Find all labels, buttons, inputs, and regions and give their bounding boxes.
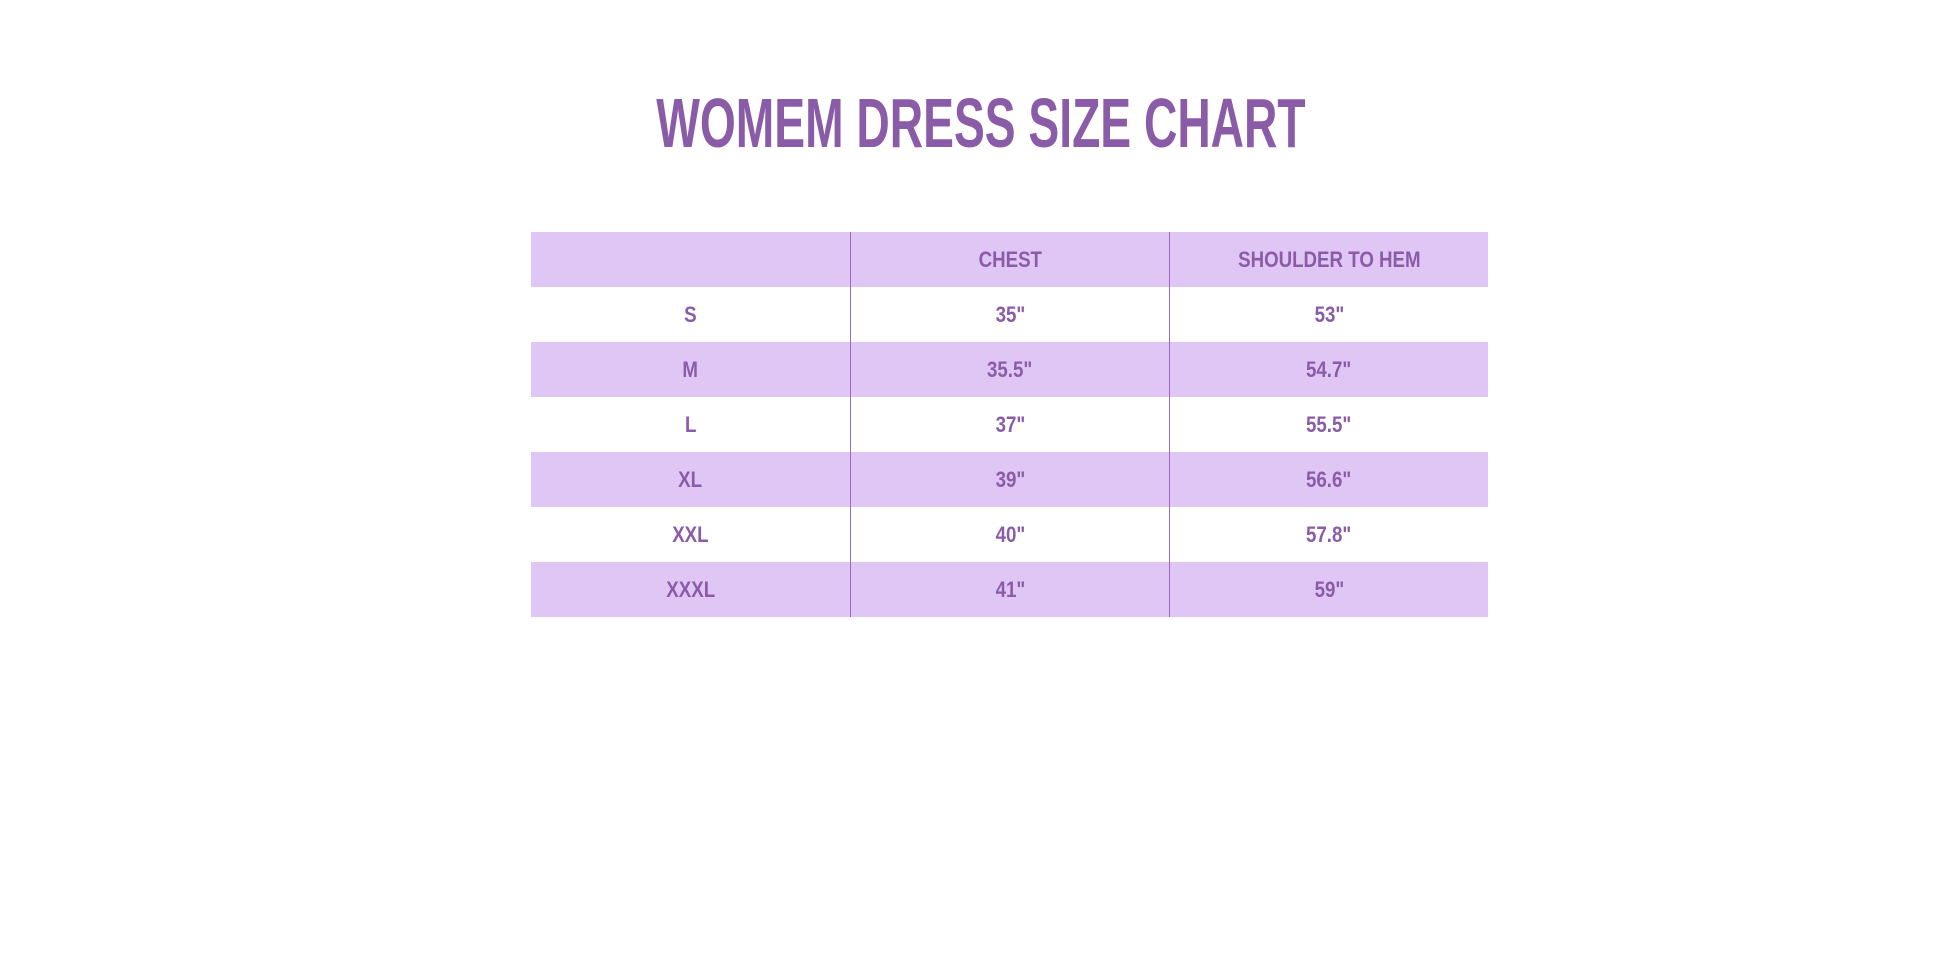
size-cell: L: [684, 411, 697, 437]
size-cell: XL: [678, 466, 703, 492]
title-text: WOMEM DRESS SIZE CHART: [656, 84, 1306, 162]
chest-cell: 37": [850, 397, 1169, 452]
table-row: XXXL 41" 59": [531, 562, 1488, 617]
shoulder-to-hem-cell: 57.8": [1169, 507, 1488, 562]
table-row: XXL 40" 57.8": [531, 507, 1488, 562]
size-chart-table: CHEST SHOULDER TO HEM S 35" 53" M 35.5" 54.7"…: [531, 232, 1488, 617]
header-cell-shoulder-to-hem: SHOULDER TO HEM: [1169, 232, 1488, 287]
header-cell-size: [531, 232, 850, 287]
page-title: WOMEM DRESS SIZE CHART: [0, 88, 1946, 158]
table-row: M 35.5" 54.7": [531, 342, 1488, 397]
table-row: L 37" 55.5": [531, 397, 1488, 452]
table-row: XL 39" 56.6": [531, 452, 1488, 507]
table-header-row: CHEST SHOULDER TO HEM: [531, 232, 1488, 287]
chest-cell: 35.5": [850, 342, 1169, 397]
shoulder-to-hem-cell: 53": [1169, 287, 1488, 342]
size-cell: M: [682, 356, 699, 382]
size-cell: XXL: [672, 521, 709, 547]
chest-cell: 35": [850, 287, 1169, 342]
chest-cell: 39": [850, 452, 1169, 507]
shoulder-to-hem-cell: 56.6": [1169, 452, 1488, 507]
shoulder-to-hem-cell: 54.7": [1169, 342, 1488, 397]
shoulder-to-hem-cell: 55.5": [1169, 397, 1488, 452]
size-cell: XXXL: [666, 576, 715, 602]
chest-cell: 40": [850, 507, 1169, 562]
size-cell: S: [684, 301, 697, 327]
header-cell-chest: CHEST: [850, 232, 1169, 287]
table-row: S 35" 53": [531, 287, 1488, 342]
chest-cell: 41": [850, 562, 1169, 617]
shoulder-to-hem-cell: 59": [1169, 562, 1488, 617]
